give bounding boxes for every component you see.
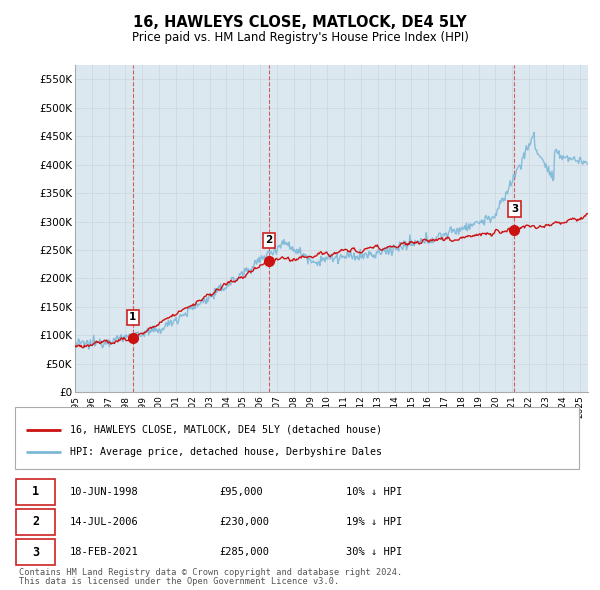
Text: 3: 3	[511, 204, 518, 214]
FancyBboxPatch shape	[16, 509, 55, 535]
Text: 14-JUL-2006: 14-JUL-2006	[70, 517, 139, 527]
Text: 18-FEB-2021: 18-FEB-2021	[70, 547, 139, 557]
Text: 16, HAWLEYS CLOSE, MATLOCK, DE4 5LY: 16, HAWLEYS CLOSE, MATLOCK, DE4 5LY	[133, 15, 467, 30]
Text: 30% ↓ HPI: 30% ↓ HPI	[346, 547, 403, 557]
Text: 16, HAWLEYS CLOSE, MATLOCK, DE4 5LY (detached house): 16, HAWLEYS CLOSE, MATLOCK, DE4 5LY (det…	[70, 425, 382, 435]
Text: 19% ↓ HPI: 19% ↓ HPI	[346, 517, 403, 527]
Text: Price paid vs. HM Land Registry's House Price Index (HPI): Price paid vs. HM Land Registry's House …	[131, 31, 469, 44]
Text: 1: 1	[32, 485, 39, 498]
Text: 2: 2	[265, 235, 273, 245]
FancyBboxPatch shape	[16, 479, 55, 504]
Text: £95,000: £95,000	[220, 487, 263, 497]
Text: 10% ↓ HPI: 10% ↓ HPI	[346, 487, 403, 497]
Text: 2: 2	[32, 516, 39, 529]
Text: 1: 1	[129, 312, 136, 322]
Text: HPI: Average price, detached house, Derbyshire Dales: HPI: Average price, detached house, Derb…	[70, 447, 382, 457]
Text: £230,000: £230,000	[220, 517, 269, 527]
FancyBboxPatch shape	[16, 539, 55, 565]
Text: 10-JUN-1998: 10-JUN-1998	[70, 487, 139, 497]
Text: 3: 3	[32, 546, 39, 559]
FancyBboxPatch shape	[15, 407, 580, 469]
Text: £285,000: £285,000	[220, 547, 269, 557]
Text: Contains HM Land Registry data © Crown copyright and database right 2024.: Contains HM Land Registry data © Crown c…	[19, 568, 402, 576]
Text: This data is licensed under the Open Government Licence v3.0.: This data is licensed under the Open Gov…	[19, 577, 339, 586]
